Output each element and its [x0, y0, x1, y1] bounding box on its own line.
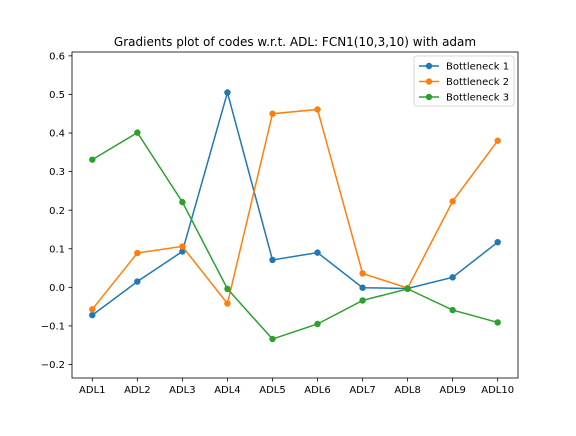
series-1-point: [314, 249, 321, 256]
series-2-point: [314, 106, 321, 113]
series-1-point: [89, 311, 96, 319]
plot-frame: [71, 51, 519, 379]
legend-label-1: Bottleneck 1: [446, 62, 509, 73]
series-line-1: [91, 89, 499, 316]
x-tick-label: ADL6: [304, 385, 330, 396]
series-2-point: [449, 198, 456, 205]
y-tick-label: 0.2: [49, 206, 65, 217]
series-1-point: [224, 89, 231, 96]
x-tick-label: ADL2: [124, 385, 150, 396]
series-1-point: [359, 284, 366, 291]
series-3-point: [494, 319, 501, 326]
series-2-point: [134, 249, 141, 257]
series-3-point: [404, 285, 411, 293]
legend-label-3: Bottleneck 3: [446, 93, 509, 104]
series-line-2: [91, 108, 499, 310]
legend-marker-3: [425, 93, 433, 101]
x-tick-label: ADL1: [79, 385, 105, 396]
series-3-point: [179, 198, 186, 206]
series-3-point: [134, 129, 141, 136]
y-tick-label: −0.2: [41, 360, 65, 371]
x-tick-label: ADL10: [481, 385, 514, 396]
x-tick-label: ADL9: [439, 385, 465, 396]
x-tick-label: ADL8: [394, 385, 420, 396]
y-tick-label: −0.1: [41, 322, 65, 333]
series-3-point: [269, 335, 276, 343]
x-tick-label: ADL7: [349, 385, 375, 396]
series-3-point: [359, 297, 366, 304]
series-3-point: [224, 285, 231, 293]
y-tick-label: 0.5: [49, 90, 65, 101]
series-2-point: [179, 243, 186, 250]
x-tick-label: ADL5: [259, 385, 285, 396]
series-3-point: [89, 156, 96, 163]
chart-title: Gradients plot of codes w.r.t. ADL: FCN1…: [114, 35, 476, 49]
series-line-3: [91, 131, 498, 340]
series-1-point: [179, 248, 186, 255]
series-2-point: [224, 300, 231, 307]
series-2-point: [89, 306, 96, 313]
legend-label-2: Bottleneck 2: [446, 77, 509, 88]
series-2-point: [269, 110, 276, 117]
legend-marker-2: [425, 78, 433, 85]
series-1-point: [449, 274, 456, 281]
y-tick-label: 0.0: [49, 283, 65, 294]
x-tick-label: ADL4: [214, 385, 240, 396]
y-tick-label: 0.1: [49, 244, 65, 255]
series-2-point: [359, 270, 366, 277]
y-tick-label: 0.4: [49, 129, 65, 140]
legend-marker-1: [425, 62, 433, 70]
series-3-point: [314, 320, 321, 328]
series-2-point: [494, 137, 501, 144]
y-tick-label: 0.6: [49, 51, 65, 62]
series-1-point: [134, 278, 141, 285]
series-1-point: [269, 256, 276, 264]
legend-box: [413, 55, 515, 107]
series-1-point: [494, 239, 501, 246]
series-3-point: [449, 306, 456, 314]
y-tick-label: 0.3: [49, 167, 65, 178]
x-tick-label: ADL3: [169, 385, 195, 396]
